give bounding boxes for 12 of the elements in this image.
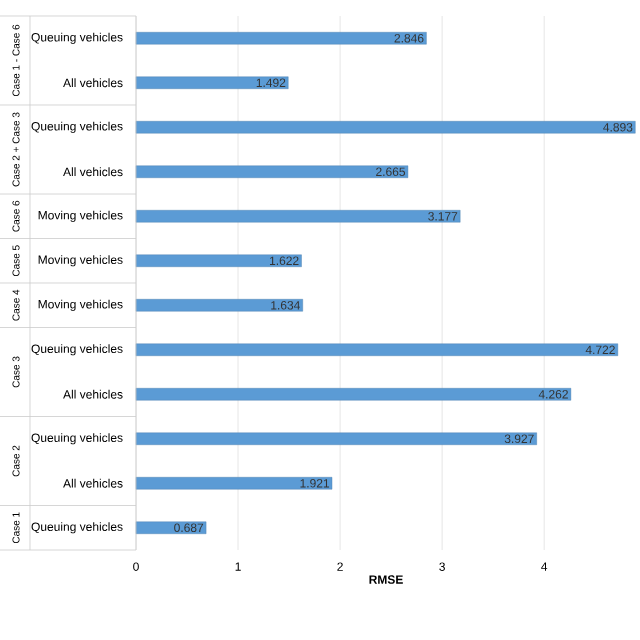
bar: [135, 343, 619, 356]
bar: [135, 32, 427, 45]
bar: [135, 477, 333, 490]
bar: [135, 388, 572, 401]
bar: [135, 254, 302, 267]
bar: [135, 521, 207, 534]
bar: [135, 165, 409, 178]
bar: [135, 432, 537, 445]
bar: [135, 299, 303, 312]
bar: [135, 121, 636, 134]
bar: [135, 76, 289, 89]
bar: [135, 210, 461, 223]
